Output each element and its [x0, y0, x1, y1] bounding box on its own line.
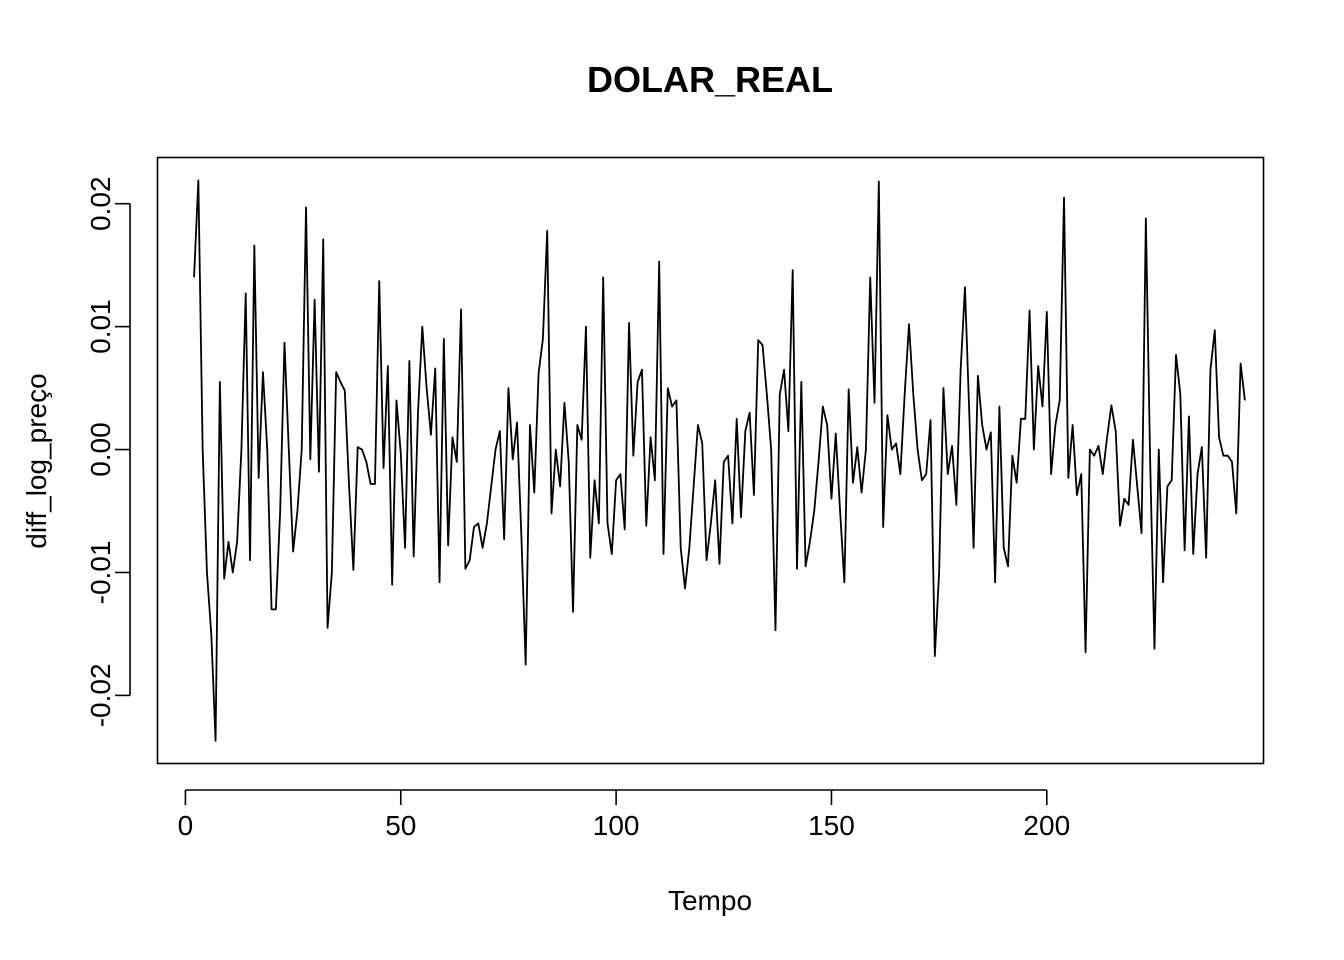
y-tick-label: 0.00	[85, 422, 116, 477]
x-tick-label: 50	[385, 810, 416, 841]
x-tick-label: 100	[593, 810, 640, 841]
y-tick-label: 0.02	[85, 176, 116, 231]
plot-frame	[156, 156, 1265, 765]
series-line	[193, 179, 1246, 742]
x-tick-label: 200	[1023, 810, 1070, 841]
x-axis-title: Tempo	[668, 885, 752, 916]
y-tick-label: -0.01	[85, 541, 116, 605]
chart-title: DOLAR_REAL	[587, 59, 833, 100]
x-tick-label: 150	[808, 810, 855, 841]
y-axis: -0.02 -0.01 0.00 0.01 0.02	[85, 176, 131, 727]
x-axis: 0 50 100 150 200	[178, 789, 1070, 841]
y-tick-label: 0.01	[85, 299, 116, 354]
x-tick-label: 0	[178, 810, 194, 841]
y-tick-label: -0.02	[85, 663, 116, 727]
y-axis-title: diff_log_preço	[21, 373, 52, 548]
